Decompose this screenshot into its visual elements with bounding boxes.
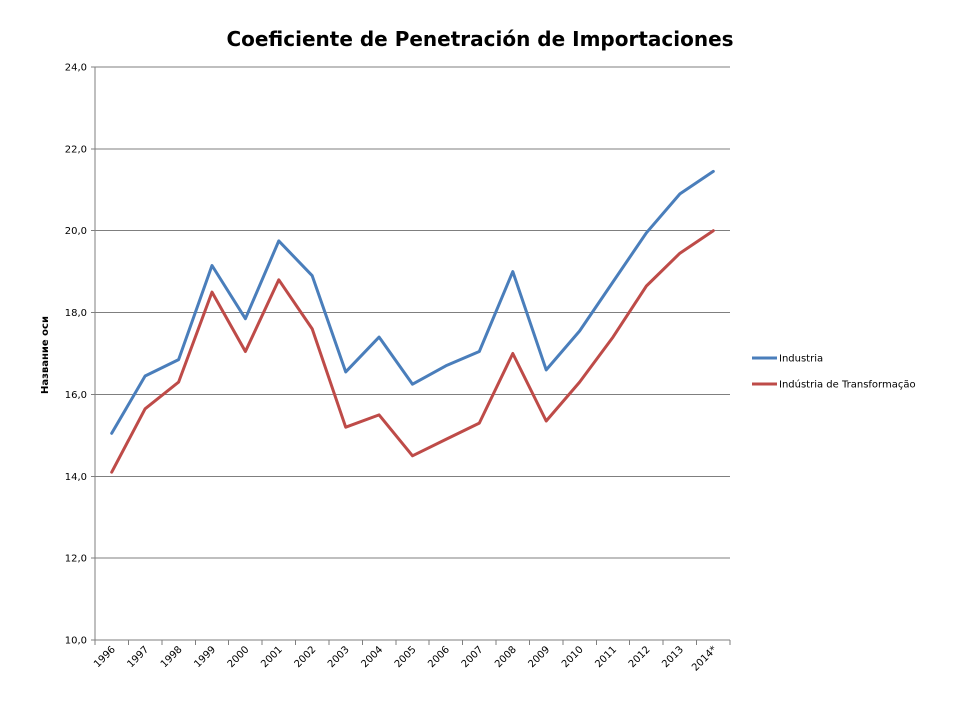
x-tick-label: 2008 bbox=[493, 644, 519, 670]
series-lines bbox=[110, 169, 715, 474]
legend-label-1: Industria bbox=[779, 354, 823, 365]
y-tick-label: 20,0 bbox=[65, 226, 87, 237]
x-tick-label: 2009 bbox=[527, 644, 553, 670]
x-tick-label: 2013 bbox=[660, 644, 686, 670]
x-tick-label: 2004 bbox=[359, 644, 385, 670]
x-tick-label: 2000 bbox=[226, 644, 252, 670]
chart-title: Coeficiente de Penetración de Importacio… bbox=[226, 27, 733, 51]
y-tick-label: 22,0 bbox=[65, 144, 87, 155]
y-tick-label: 24,0 bbox=[65, 63, 87, 74]
y-tick-label: 14,0 bbox=[65, 472, 87, 483]
y-axis-label: Название оси bbox=[40, 316, 51, 394]
y-tick-label: 10,0 bbox=[65, 636, 87, 647]
x-tick-label: 2006 bbox=[426, 644, 452, 670]
x-tick-label: 2001 bbox=[259, 644, 285, 670]
x-tick-label: 1996 bbox=[92, 644, 118, 670]
legend-label-2: Indústria de Transformação bbox=[779, 379, 916, 391]
series-line-2 bbox=[110, 229, 715, 474]
x-tick-label: 2011 bbox=[593, 644, 619, 670]
x-tick-label: 2012 bbox=[627, 644, 653, 670]
axes bbox=[94, 67, 730, 641]
x-tick-label: 2005 bbox=[393, 644, 419, 670]
x-axis-ticks: 1996 1997 1998 1999 2000 2001 2002 2003 2004 2005… bbox=[92, 640, 731, 674]
x-tick-label: 2007 bbox=[460, 644, 486, 670]
y-axis-ticks: 10,0 12,0 14,0 16,0 18,0 20,0 22,0 24,0 bbox=[65, 63, 95, 647]
y-tick-label: 18,0 bbox=[65, 308, 87, 319]
x-tick-label: 2010 bbox=[560, 644, 586, 670]
x-tick-label: 1998 bbox=[159, 644, 185, 670]
y-tick-label: 12,0 bbox=[65, 554, 87, 565]
x-tick-label: 1999 bbox=[192, 644, 218, 670]
gridlines bbox=[95, 66, 730, 559]
y-tick-label: 16,0 bbox=[65, 390, 87, 401]
series-line-1 bbox=[110, 169, 715, 435]
legend: Industria Indústria de Transformação bbox=[752, 354, 916, 391]
x-tick-label: 2003 bbox=[326, 644, 352, 670]
x-tick-label: 2002 bbox=[293, 644, 319, 670]
x-tick-label: 2014* bbox=[690, 644, 719, 673]
x-tick-label: 1997 bbox=[125, 644, 151, 670]
